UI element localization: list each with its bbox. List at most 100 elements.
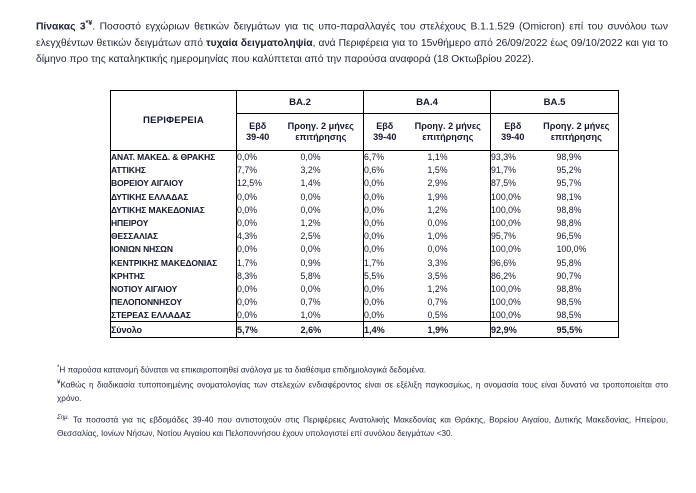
cell-value: 100,0%: [491, 204, 521, 215]
cell-value: 0,0%: [278, 242, 365, 256]
cell-value: 87,5%: [491, 178, 516, 189]
table-head: ΠΕΡΙΦΕΡΕΙΑ ΒΑ.2 ΒΑ.4 ΒΑ.5 Εβδ 39-40 Προη…: [110, 90, 619, 151]
cell-value: 0,9%: [278, 256, 365, 270]
cell-value: 0,0%: [405, 242, 492, 256]
column-group-header-ba4: ΒΑ.4: [363, 90, 492, 114]
footnote: *Η παρούσα κατανομή δύναται να επικαιροπ…: [57, 362, 668, 377]
variants-table-container: ΠΕΡΙΦΕΡΕΙΑ ΒΑ.2 ΒΑ.4 ΒΑ.5 Εβδ 39-40 Προη…: [110, 90, 620, 339]
caption-text-part2: , ανά Περιφέρεια για το 15νθήμερο από 26…: [36, 37, 668, 65]
cell-value: 12,5%: [237, 178, 262, 189]
caption-emphasis: τυχαία δειγματοληψία: [206, 37, 313, 49]
total-label: Σύνολο: [110, 321, 237, 338]
cell-value: 0,0%: [278, 282, 365, 296]
footnote-text: Η παρούσα κατανομή δύναται να επικαιροπο…: [59, 365, 427, 375]
cell-value: 0,0%: [237, 218, 258, 229]
footnote-text: Καθώς η διαδικασία τυποποιημένης ονοματο…: [57, 381, 668, 403]
sub-header-line2: 39-40: [501, 132, 525, 142]
table-caption: Πίνακας 3*¥. Ποσοστό εγχώριων θετικών δε…: [36, 16, 668, 68]
sub-header-line2: 39-40: [373, 132, 397, 142]
sub-header-ba4-week: Εβδ 39-40: [363, 113, 406, 151]
cell-value: 1,2%: [278, 216, 365, 230]
cell-value: 100,0%: [491, 283, 521, 294]
cell-value: 0,7%: [278, 295, 365, 309]
cell-value: 0,0%: [364, 244, 385, 255]
table-row: ΚΕΝΤΡΙΚΗΣ ΜΑΚΕΔΟΝΙΑΣ 1,7% 0,9% 1,7% 3,3% 96,6…: [110, 256, 619, 270]
footnote-marker: *: [57, 364, 60, 371]
cell-value: 5,8%: [278, 269, 365, 283]
cell-value: 1,0%: [278, 308, 365, 322]
caption-superscript: *¥: [85, 20, 93, 27]
cell-value: 1,9%: [405, 190, 492, 204]
cell-value: 0,0%: [364, 204, 385, 215]
cell-value: 1,7%: [237, 257, 258, 268]
cell-value: 6,7%: [364, 152, 385, 163]
cell-value: 90,7%: [556, 270, 582, 281]
row-region-name: ΚΕΝΤΡΙΚΗΣ ΜΑΚΕΔΟΝΙΑΣ: [110, 256, 237, 270]
cell-value: 0,0%: [364, 310, 385, 321]
cell-value: 100,0%: [491, 297, 521, 308]
cell-value: 96,5%: [556, 231, 582, 242]
cell-value: 100,0%: [491, 310, 521, 321]
cell-value: 98,1%: [556, 191, 582, 202]
table-head-group-row: ΠΕΡΙΦΕΡΕΙΑ ΒΑ.2 ΒΑ.4 ΒΑ.5: [110, 90, 619, 151]
sub-header-line2: επιτήρησης: [550, 132, 602, 142]
footnotes: *Η παρούσα κατανομή δύναται να επικαιροπ…: [57, 362, 668, 440]
cell-value: 98,8%: [556, 218, 582, 229]
table-row: ΑΤΤΙΚΗΣ 7,7% 3,2% 0,6% 1,5% 91,7% 95,2%: [110, 163, 619, 177]
cell-value: 5,5%: [364, 270, 385, 281]
cell-value: 0,0%: [364, 191, 385, 202]
table-row: ΔΥΤΙΚΗΣ ΜΑΚΕΔΟΝΙΑΣ 0,0% 0,0% 0,0% 1,2% 100,0%…: [110, 203, 619, 217]
cell-value: 0,0%: [278, 150, 365, 164]
table-row: ΒΟΡΕΙΟΥ ΑΙΓΑΙΟΥ 12,5% 1,4% 0,0% 2,9% 87,5% 95,…: [110, 176, 619, 191]
cell-value: 7,7%: [237, 165, 258, 176]
cell-value: 95,7%: [491, 231, 516, 242]
sub-header-line2: επιτήρησης: [295, 132, 347, 142]
row-region-name: ΚΡΗΤΗΣ: [110, 269, 237, 283]
sub-header-line1: Εβδ: [376, 120, 394, 131]
cell-value: 100,0%: [556, 244, 587, 255]
cell-value: 8,3%: [237, 270, 258, 281]
table-row: ΑΝΑΤ. ΜΑΚΕΔ. & ΘΡΑΚΗΣ 0,0% 0,0% 6,7% 1,1% 93,…: [110, 150, 619, 164]
sub-header-line1: Προηγ. 2 μήνες: [543, 120, 610, 131]
cell-value: 0,0%: [278, 190, 365, 204]
column-header-region: ΠΕΡΙΦΕΡΕΙΑ: [110, 90, 237, 151]
cell-value: 0,0%: [237, 191, 258, 202]
cell-value: 92,9%: [490, 321, 535, 338]
cell-value: 100,0%: [491, 244, 521, 255]
sub-header-line1: Εβδ: [249, 120, 267, 131]
cell-value: 1,0%: [405, 229, 492, 243]
cell-value: 98,8%: [556, 204, 582, 215]
table-row: ΚΡΗΤΗΣ 8,3% 5,8% 5,5% 3,5% 86,2% 90,7%: [110, 269, 619, 283]
cell-value: 0,0%: [237, 283, 258, 294]
cell-value: 1,2%: [405, 282, 492, 296]
cell-value: 3,2%: [278, 163, 365, 177]
cell-value: 93,3%: [491, 152, 516, 163]
row-region-name: ΔΥΤΙΚΗΣ ΕΛΛΑΔΑΣ: [110, 190, 237, 204]
sub-header-line1: Προηγ. 2 μήνες: [414, 120, 481, 131]
sub-header-ba5-prev: Προηγ. 2 μήνες επιτήρησης: [534, 113, 619, 151]
table-row: ΔΥΤΙΚΗΣ ΕΛΛΑΔΑΣ 0,0% 0,0% 0,0% 1,9% 100,0% 98,…: [110, 190, 619, 204]
table-row: ΝΟΤΙΟΥ ΑΙΓΑΙΟΥ 0,0% 0,0% 0,0% 1,2% 100,0% 98,8…: [110, 282, 619, 296]
table-row: ΗΠΕΙΡΟΥ 0,0% 1,2% 0,0% 0,0% 100,0% 98,8%: [110, 216, 619, 230]
cell-value: 1,4%: [278, 176, 365, 191]
sub-header-ba2-prev: Προηγ. 2 μήνες επιτήρησης: [278, 113, 365, 151]
column-group-header-ba5: ΒΑ.5: [490, 90, 619, 114]
cell-value: 1,9%: [405, 321, 492, 338]
caption-label: Πίνακας 3: [36, 21, 86, 33]
cell-value: 95,2%: [556, 165, 582, 176]
cell-value: 0,0%: [278, 203, 365, 217]
cell-value: 1,2%: [405, 203, 492, 217]
sub-header-ba2-week: Εβδ 39-40: [236, 113, 279, 151]
footnote-marker: ¥: [57, 379, 61, 387]
cell-value: 0,0%: [364, 231, 385, 242]
cell-value: 98,8%: [556, 283, 582, 294]
cell-value: 95,8%: [556, 257, 582, 268]
table-row: ΙΟΝΙΩΝ ΝΗΣΩΝ 0,0% 0,0% 0,0% 0,0% 100,0% 100,0%: [110, 242, 619, 256]
table-row: ΣΤΕΡΕΑΣ ΕΛΛΑΔΑΣ 0,0% 1,0% 0,0% 0,5% 100,0% 98,…: [110, 308, 619, 322]
row-region-name: ΗΠΕΙΡΟΥ: [110, 216, 237, 230]
sub-header-ba5-week: Εβδ 39-40: [490, 113, 535, 151]
sub-header-line2: 39-40: [246, 132, 270, 142]
footnote: ¥Καθώς η διαδικασία τυποποιημένης ονοματ…: [57, 377, 668, 405]
cell-value: 2,6%: [278, 321, 365, 338]
cell-value: 98,5%: [556, 297, 582, 308]
